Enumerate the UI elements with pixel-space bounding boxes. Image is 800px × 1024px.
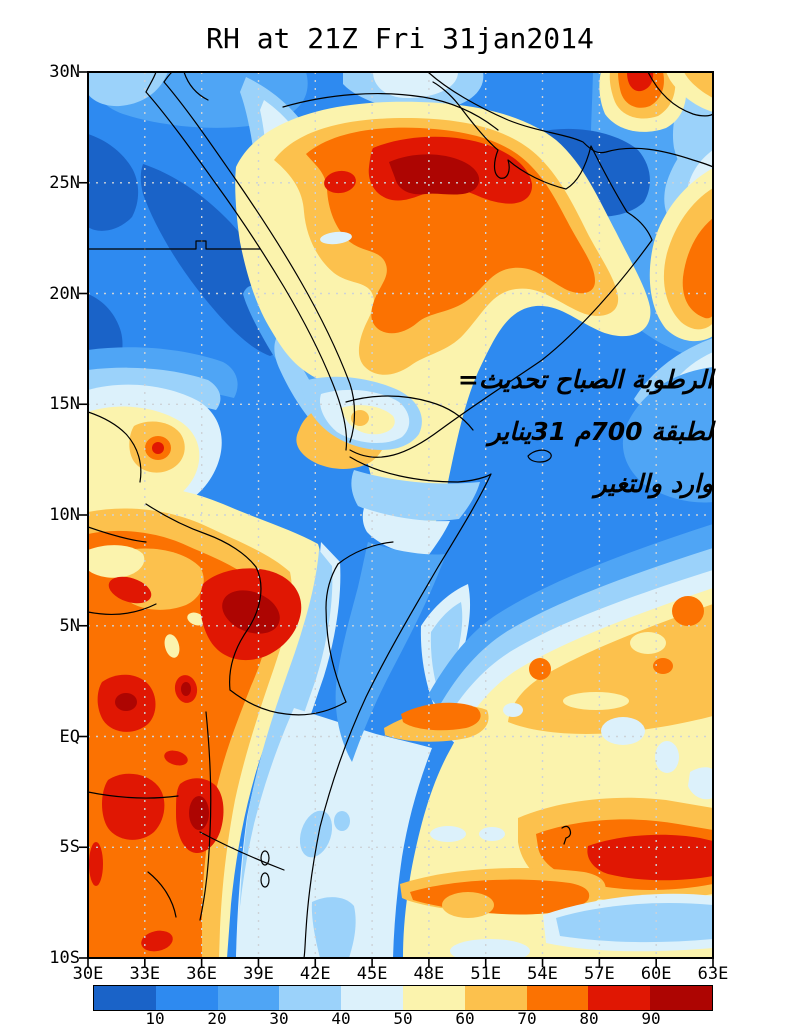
graticule <box>88 72 713 958</box>
colorbar-label-60: 60 <box>455 1009 475 1024</box>
lon-label-63E: 63E <box>697 964 729 984</box>
lon-label-51E: 51E <box>470 964 502 984</box>
colorbar-label-80: 80 <box>579 1009 599 1024</box>
colorbar-segment-10 <box>650 986 712 1010</box>
lon-label-45E: 45E <box>356 964 388 984</box>
colorbar-segment-3 <box>217 986 280 1010</box>
colorbar-label-40: 40 <box>331 1009 351 1024</box>
colorbar-label-50: 50 <box>393 1009 413 1024</box>
lon-label-36E: 36E <box>186 964 217 984</box>
colorbar-segment-6 <box>402 986 465 1010</box>
contour-fill-layer <box>88 72 713 958</box>
lon-label-60E: 60E <box>640 964 672 984</box>
lon-label-48E: 48E <box>413 964 445 984</box>
lat-label-10N: 10N <box>49 505 80 525</box>
lon-label-42E: 42E <box>299 964 331 984</box>
lat-label-5N: 5N <box>59 615 80 636</box>
lon-label-30E: 30E <box>72 964 104 984</box>
lat-label-20N: 20N <box>49 283 80 304</box>
colorbar-label-70: 70 <box>517 1009 537 1024</box>
lat-label-EQ: EQ <box>59 726 80 747</box>
colorbar-segment-4 <box>279 986 342 1010</box>
annotation-line-1: الرطوبة الصباح تحديث= <box>457 365 713 394</box>
lon-label-54E: 54E <box>527 964 558 984</box>
colorbar-label-10: 10 <box>145 1009 165 1024</box>
lat-label-25N: 25N <box>49 172 80 193</box>
colorbar-segment-9 <box>588 986 651 1010</box>
annotation-line-3: وارد والتغير <box>594 469 713 498</box>
rh-colorbar <box>93 985 713 1011</box>
axis-ticks <box>79 71 714 967</box>
lat-label-30N: 30N <box>49 62 80 82</box>
coastlines-and-borders <box>88 72 713 958</box>
lon-label-39E: 39E <box>243 964 274 984</box>
annotation-line-2: لطبقة 700م 31يناير <box>488 417 713 446</box>
arabic-annotation: الرطوبة الصباح تحديث= لطبقة 700م 31يناير و… <box>458 354 713 510</box>
colorbar-label-90: 90 <box>641 1009 661 1024</box>
colorbar-segment-2 <box>155 986 218 1010</box>
colorbar-segment-7 <box>464 986 527 1010</box>
colorbar-label-20: 20 <box>207 1009 227 1024</box>
page-title: RH at 21Z Fri 31jan2014 <box>206 22 594 55</box>
lon-label-33E: 33E <box>129 964 161 984</box>
colorbar-segment-5 <box>341 986 403 1010</box>
colorbar-label-30: 30 <box>269 1009 289 1024</box>
lat-label-5S: 5S <box>59 837 80 858</box>
colorbar-segment-1 <box>94 986 156 1010</box>
colorbar-segment-8 <box>526 986 589 1010</box>
lon-label-57E: 57E <box>584 964 615 984</box>
lat-label-10S: 10S <box>49 948 80 968</box>
lat-label-15N: 15N <box>49 394 80 415</box>
